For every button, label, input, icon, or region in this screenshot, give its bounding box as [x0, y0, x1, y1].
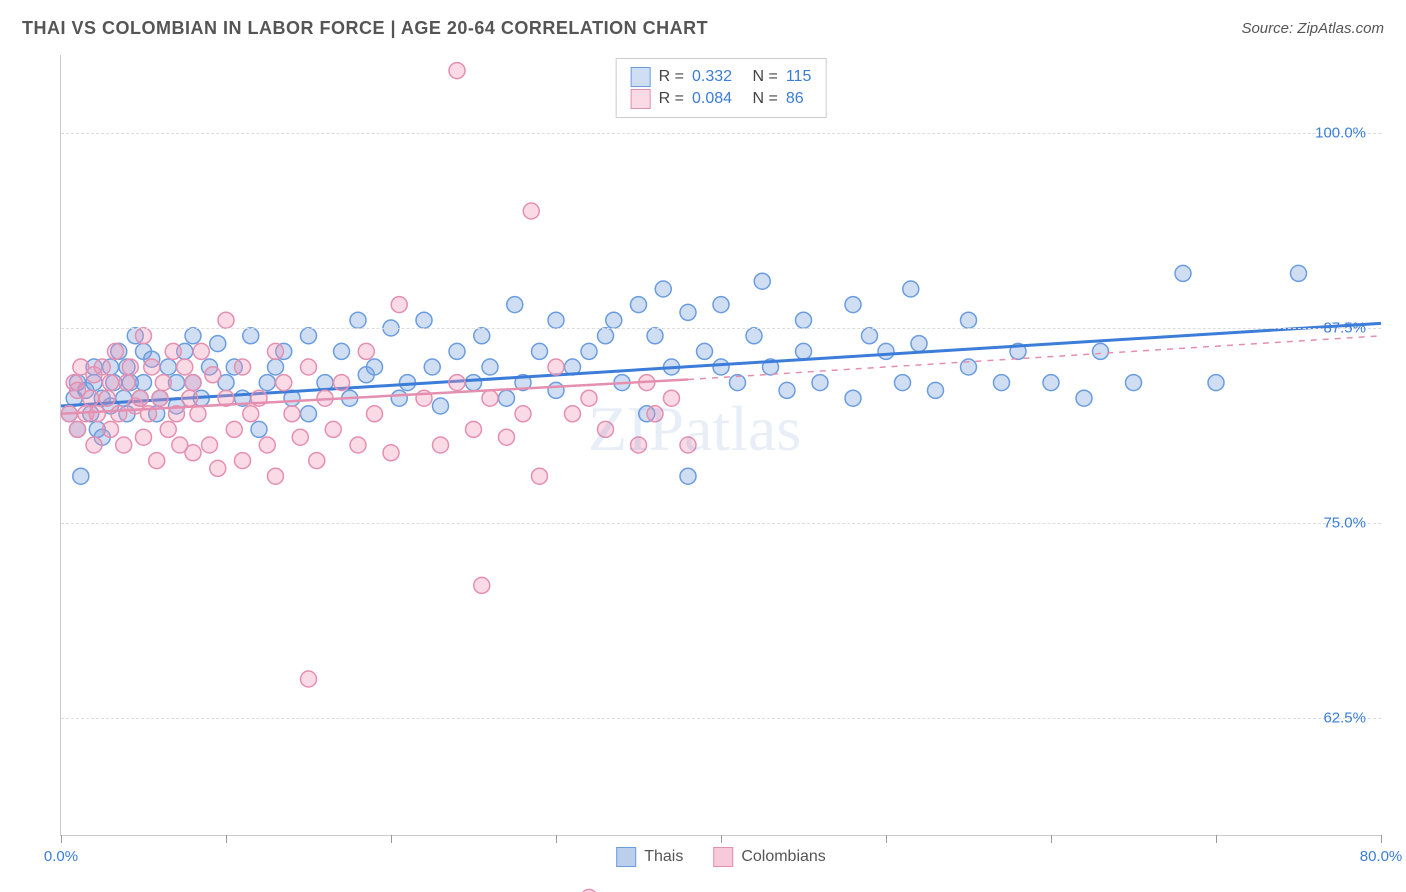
n-value-thai: 115	[786, 68, 812, 86]
y-tick-label: 62.5%	[1323, 710, 1366, 727]
legend-item-colombian: Colombians	[713, 847, 825, 867]
stats-legend-row-colombian: R = 0.084 N = 86	[631, 89, 812, 109]
legend-swatch-colombian	[631, 89, 651, 109]
chart-source: Source: ZipAtlas.com	[1241, 20, 1384, 37]
stats-legend-row-thai: R = 0.332 N = 115	[631, 67, 812, 87]
legend-swatch-thai	[631, 67, 651, 87]
y-tick-label: 100.0%	[1315, 125, 1366, 142]
x-tick-label: 80.0%	[1360, 848, 1403, 865]
chart-plot-area: ZIPatlas R = 0.332 N = 115 R = 0.084 N =…	[60, 55, 1381, 836]
chart-title: THAI VS COLOMBIAN IN LABOR FORCE | AGE 2…	[22, 18, 708, 39]
chart-header: THAI VS COLOMBIAN IN LABOR FORCE | AGE 2…	[22, 18, 1384, 39]
legend-label-colombian: Colombians	[741, 848, 825, 866]
r-value-thai: 0.332	[692, 68, 732, 86]
r-value-colombian: 0.084	[692, 90, 732, 108]
legend-item-thai: Thais	[616, 847, 683, 867]
legend-label-thai: Thais	[644, 848, 683, 866]
n-label: N =	[752, 90, 777, 108]
chart-container: THAI VS COLOMBIAN IN LABOR FORCE | AGE 2…	[0, 0, 1406, 892]
y-tick-label: 87.5%	[1323, 320, 1366, 337]
stats-legend: R = 0.332 N = 115 R = 0.084 N = 86	[616, 58, 827, 118]
r-label: R =	[659, 68, 684, 86]
legend-swatch-colombian	[713, 847, 733, 867]
n-value-colombian: 86	[786, 90, 804, 108]
y-tick-label: 75.0%	[1323, 515, 1366, 532]
n-label: N =	[752, 68, 777, 86]
r-label: R =	[659, 90, 684, 108]
series-legend: Thais Colombians	[616, 847, 826, 867]
x-tick-label: 0.0%	[44, 848, 78, 865]
legend-swatch-thai	[616, 847, 636, 867]
